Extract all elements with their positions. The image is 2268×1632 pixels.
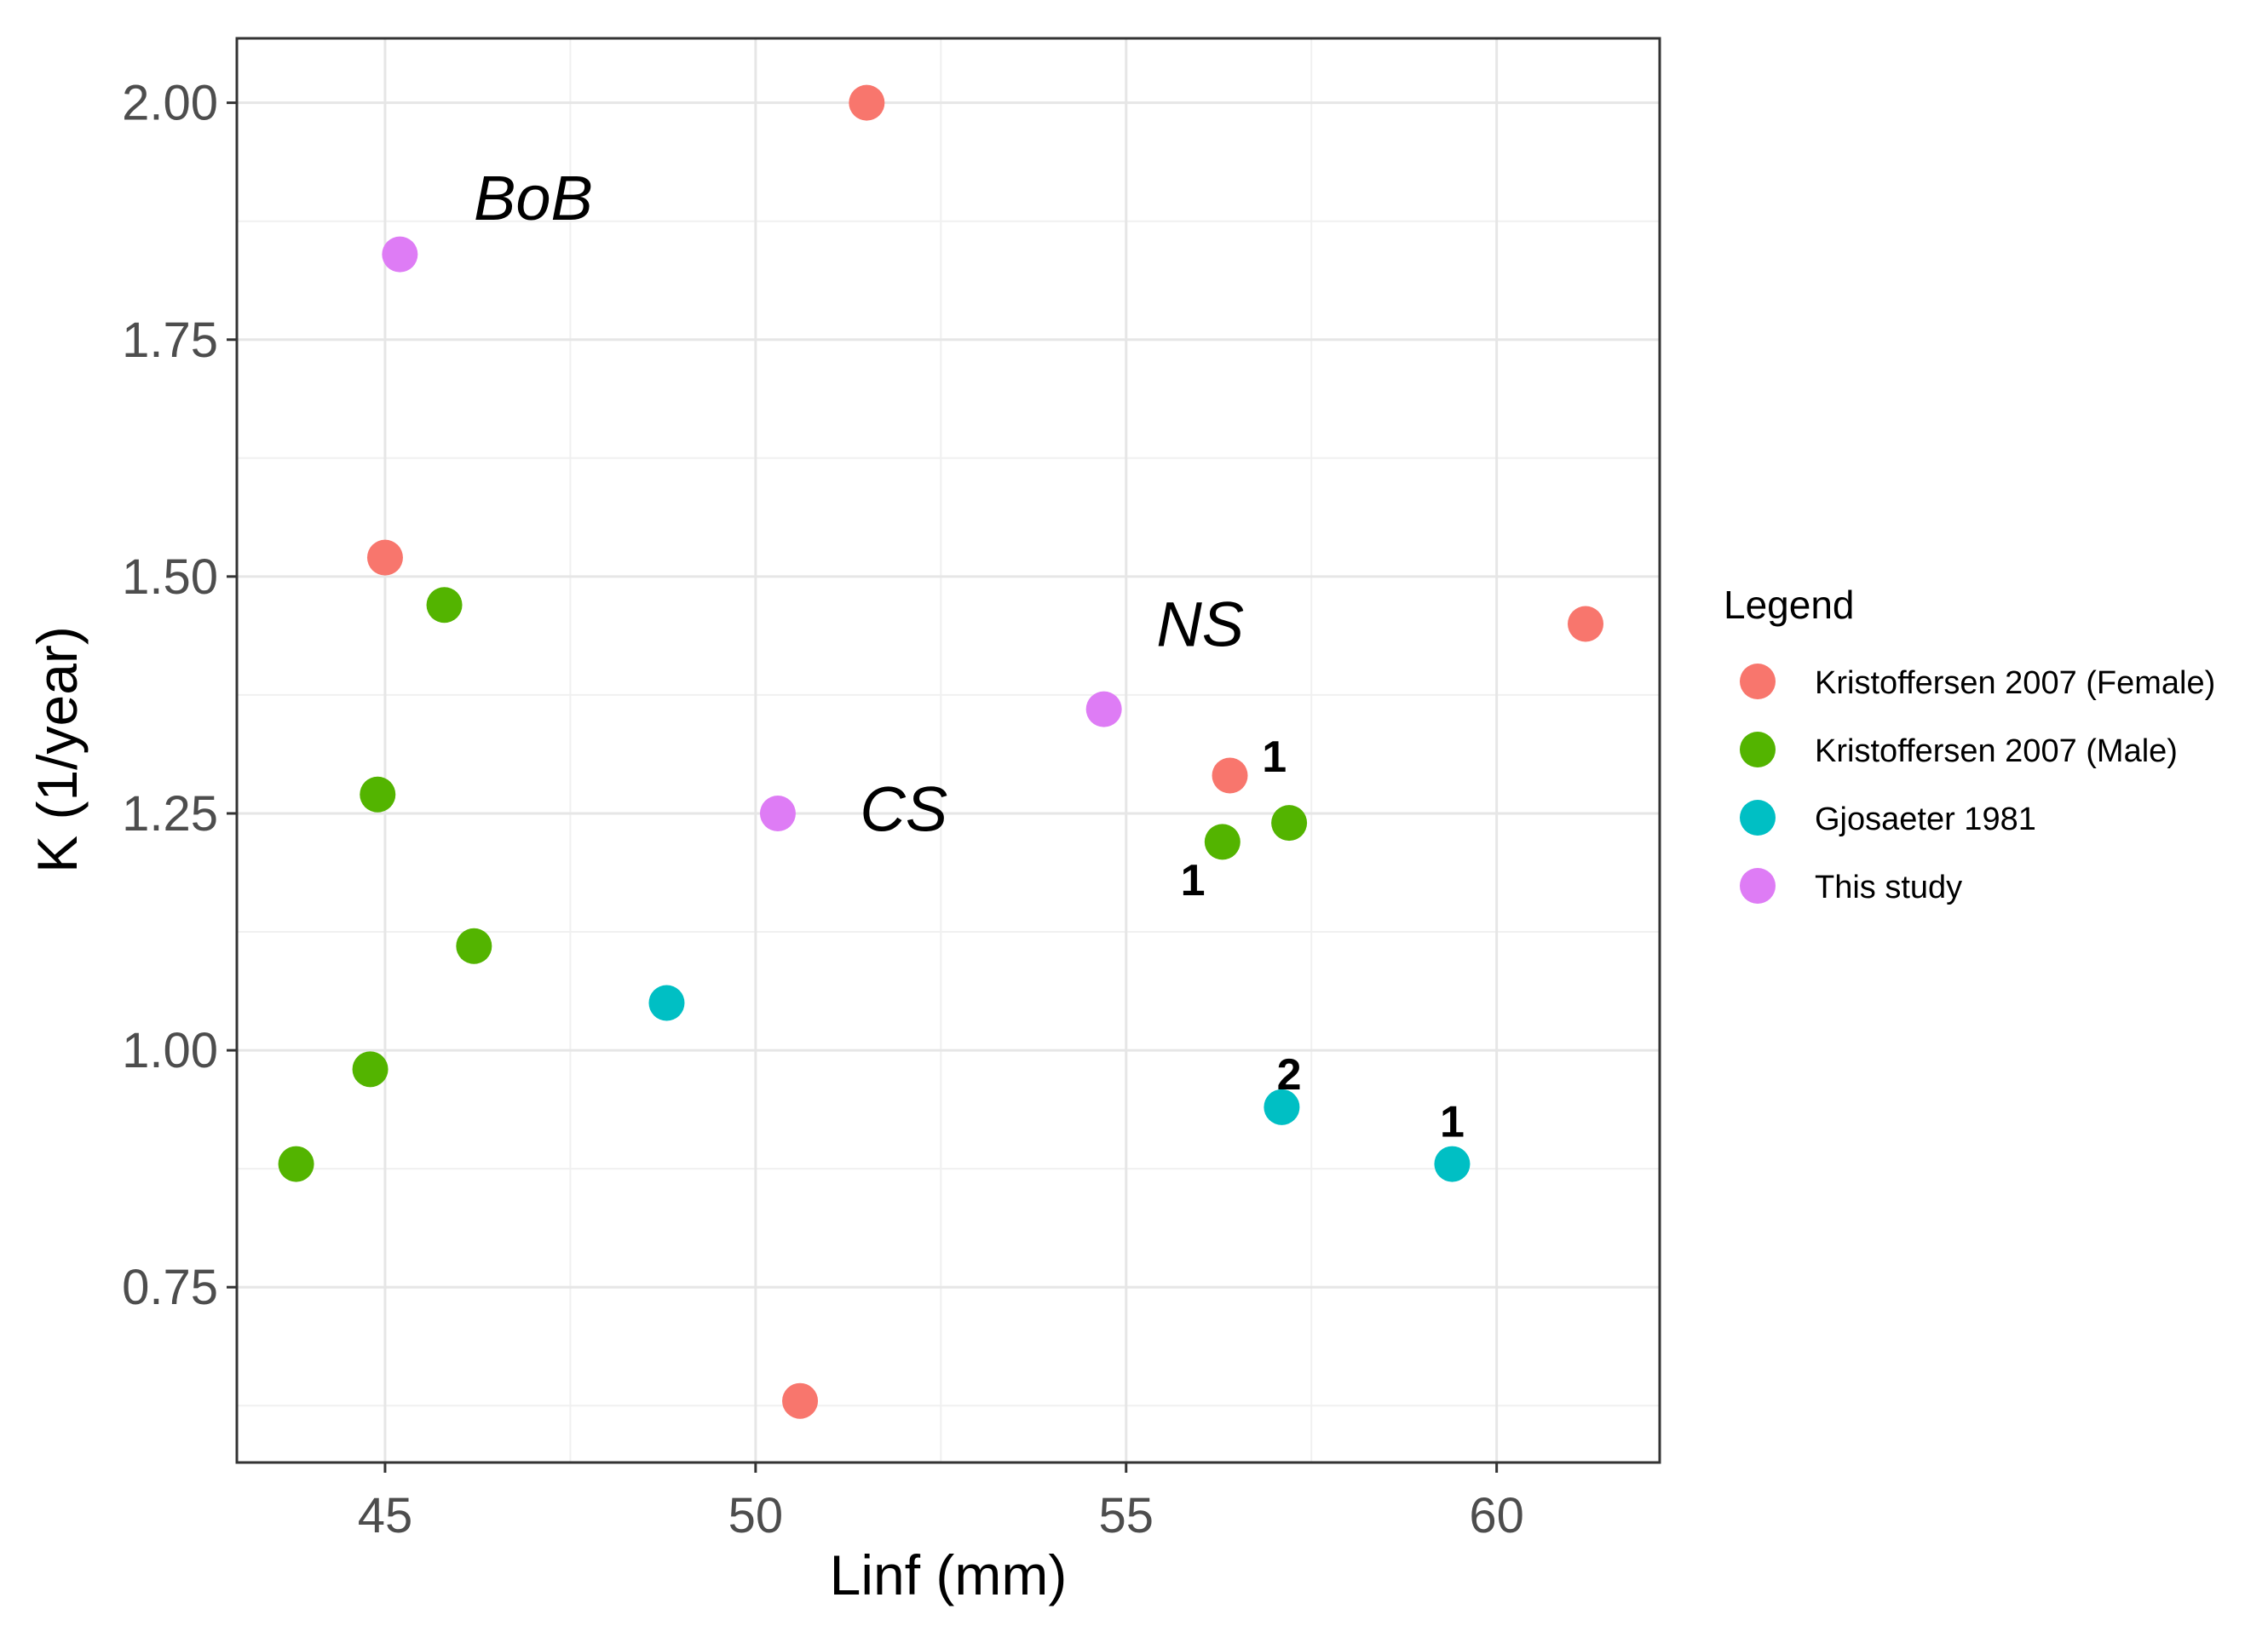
grid-minor — [237, 38, 1660, 1462]
x-tick-label: 55 — [1098, 1488, 1154, 1543]
legend-key — [1740, 664, 1776, 699]
legend-label: This study — [1815, 870, 1962, 905]
x-tick-label: 60 — [1469, 1488, 1524, 1543]
legend-label: Gjosaeter 1981 — [1815, 802, 2036, 837]
data-points — [278, 84, 1604, 1419]
y-axis-ticks: 0.75 1.00 1.25 1.50 1.75 2.00 — [122, 76, 237, 1315]
point-annotation: 1 — [1181, 856, 1206, 905]
data-point — [1264, 1089, 1300, 1125]
y-tick-label: 2.00 — [122, 76, 218, 131]
legend-key — [1740, 732, 1776, 767]
region-annotation: NS — [1156, 589, 1244, 659]
y-tick-label: 0.75 — [122, 1260, 218, 1315]
data-point — [360, 776, 396, 813]
data-point — [648, 985, 685, 1021]
data-point — [1212, 757, 1248, 794]
data-point — [1271, 805, 1308, 842]
legend: Kristoffersen 2007 (Female) Kristoffersen… — [1740, 664, 2215, 905]
data-point — [382, 236, 418, 273]
x-tick-label: 45 — [358, 1488, 413, 1543]
legend-label: Kristoffersen 2007 (Male) — [1815, 733, 2178, 769]
data-point — [1434, 1146, 1471, 1182]
data-point — [759, 795, 796, 831]
annotations: BoB NS CS 1 1 2 1 — [474, 163, 1465, 1147]
region-annotation: CS — [860, 773, 947, 844]
x-axis-title: Linf (mm) — [830, 1543, 1068, 1606]
data-point — [278, 1146, 314, 1182]
y-tick-label: 1.50 — [122, 549, 218, 605]
point-annotation: 1 — [1440, 1098, 1465, 1147]
data-point — [456, 928, 492, 964]
grid-major — [237, 38, 1660, 1462]
data-point — [426, 587, 463, 623]
point-annotation: 1 — [1262, 733, 1287, 782]
y-tick-label: 1.00 — [122, 1023, 218, 1078]
legend-key — [1740, 800, 1776, 836]
x-tick-label: 50 — [728, 1488, 784, 1543]
region-annotation: BoB — [474, 163, 593, 233]
data-point — [782, 1382, 819, 1419]
y-tick-label: 1.25 — [122, 786, 218, 842]
point-annotation: 2 — [1277, 1050, 1302, 1100]
legend-key — [1740, 868, 1776, 904]
data-point — [1085, 691, 1122, 727]
legend-title: Legend — [1724, 583, 1855, 627]
data-point — [1204, 824, 1240, 860]
data-point — [849, 84, 885, 121]
panel-border — [235, 37, 1661, 1464]
x-axis-ticks: 45 50 55 60 — [358, 1462, 1524, 1543]
data-point — [352, 1051, 389, 1088]
legend-label: Kristoffersen 2007 (Female) — [1815, 665, 2215, 701]
data-point — [1568, 606, 1604, 642]
data-point — [366, 539, 403, 576]
y-tick-label: 1.75 — [122, 313, 218, 368]
y-axis-title: K (1/year) — [26, 626, 89, 873]
